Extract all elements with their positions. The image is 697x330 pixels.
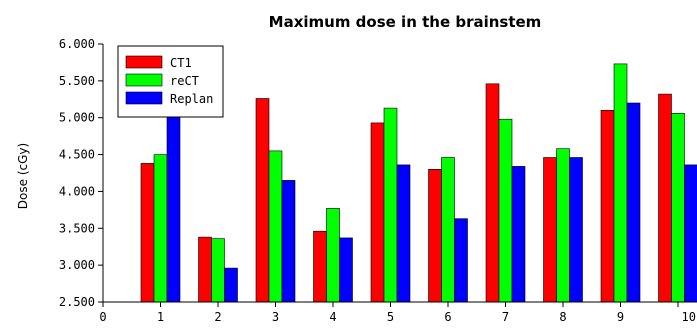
bar-ct1-6 <box>429 169 442 302</box>
y-tick-label: 3.000 <box>59 258 95 272</box>
bar-replan-10 <box>685 165 697 302</box>
legend-label-replan: Replan <box>170 92 213 106</box>
bars-layer <box>141 64 697 302</box>
y-ticks-layer: 2.500 3.000 3.500 4.000 4.500 5.000 5.500 6.000 <box>59 37 103 309</box>
x-tick-label: 1 <box>157 310 164 324</box>
bar-rect-1 <box>154 155 167 302</box>
bar-ct1-1 <box>141 163 154 302</box>
legend-swatch-replan <box>126 92 162 104</box>
bar-rect-3 <box>269 151 282 302</box>
y-tick-label: 4.500 <box>59 148 95 162</box>
bar-replan-6 <box>455 219 468 302</box>
legend-swatch-ct1 <box>126 56 162 68</box>
bar-ct1-4 <box>314 231 327 302</box>
bar-rect-6 <box>442 158 455 303</box>
y-tick-label: 4.000 <box>59 184 95 198</box>
legend-label-ct1: CT1 <box>170 56 192 70</box>
legend: CT1 reCT Replan <box>118 46 223 117</box>
bar-replan-1 <box>167 117 180 302</box>
x-tick-label: 4 <box>329 310 336 324</box>
legend-label-rect: reCT <box>170 74 199 88</box>
bar-replan-3 <box>282 180 295 302</box>
x-tick-label: 10 <box>682 310 696 324</box>
bar-replan-2 <box>225 268 238 302</box>
x-tick-label: 6 <box>444 310 451 324</box>
x-tick-label: 2 <box>214 310 221 324</box>
bar-ct1-5 <box>371 123 384 302</box>
bar-replan-9 <box>627 103 640 302</box>
bar-rect-9 <box>614 64 627 302</box>
bar-ct1-9 <box>601 110 614 302</box>
bar-rect-8 <box>557 149 570 302</box>
y-axis-label: Dose (cGy) <box>16 143 30 209</box>
bar-rect-7 <box>499 119 512 302</box>
y-tick-label: 2.500 <box>59 295 95 309</box>
bar-ct1-7 <box>486 84 499 302</box>
bar-ct1-10 <box>659 94 672 302</box>
y-tick-label: 5.500 <box>59 74 95 88</box>
bar-rect-2 <box>212 239 225 302</box>
bar-replan-5 <box>397 165 410 302</box>
x-tick-label: 8 <box>559 310 566 324</box>
y-tick-label: 3.500 <box>59 221 95 235</box>
bar-rect-10 <box>672 113 685 302</box>
x-tick-label: 0 <box>99 310 106 324</box>
x-tick-label: 5 <box>387 310 394 324</box>
bar-rect-4 <box>327 208 340 302</box>
legend-swatch-rect <box>126 74 162 86</box>
x-tick-label: 9 <box>617 310 624 324</box>
bar-replan-8 <box>570 158 583 303</box>
chart-title: Maximum dose in the brainstem <box>269 13 542 31</box>
y-tick-label: 6.000 <box>59 37 95 51</box>
bar-ct1-3 <box>256 99 269 303</box>
x-tick-label: 3 <box>272 310 279 324</box>
y-tick-label: 5.000 <box>59 111 95 125</box>
x-tick-label: 7 <box>502 310 509 324</box>
bar-replan-7 <box>512 166 525 302</box>
bar-replan-4 <box>340 238 353 302</box>
bar-ct1-8 <box>544 158 557 303</box>
bar-ct1-2 <box>199 237 212 302</box>
bar-rect-5 <box>384 108 397 302</box>
x-ticks-layer: 0 1 2 3 4 5 6 7 8 9 10 <box>99 302 696 324</box>
